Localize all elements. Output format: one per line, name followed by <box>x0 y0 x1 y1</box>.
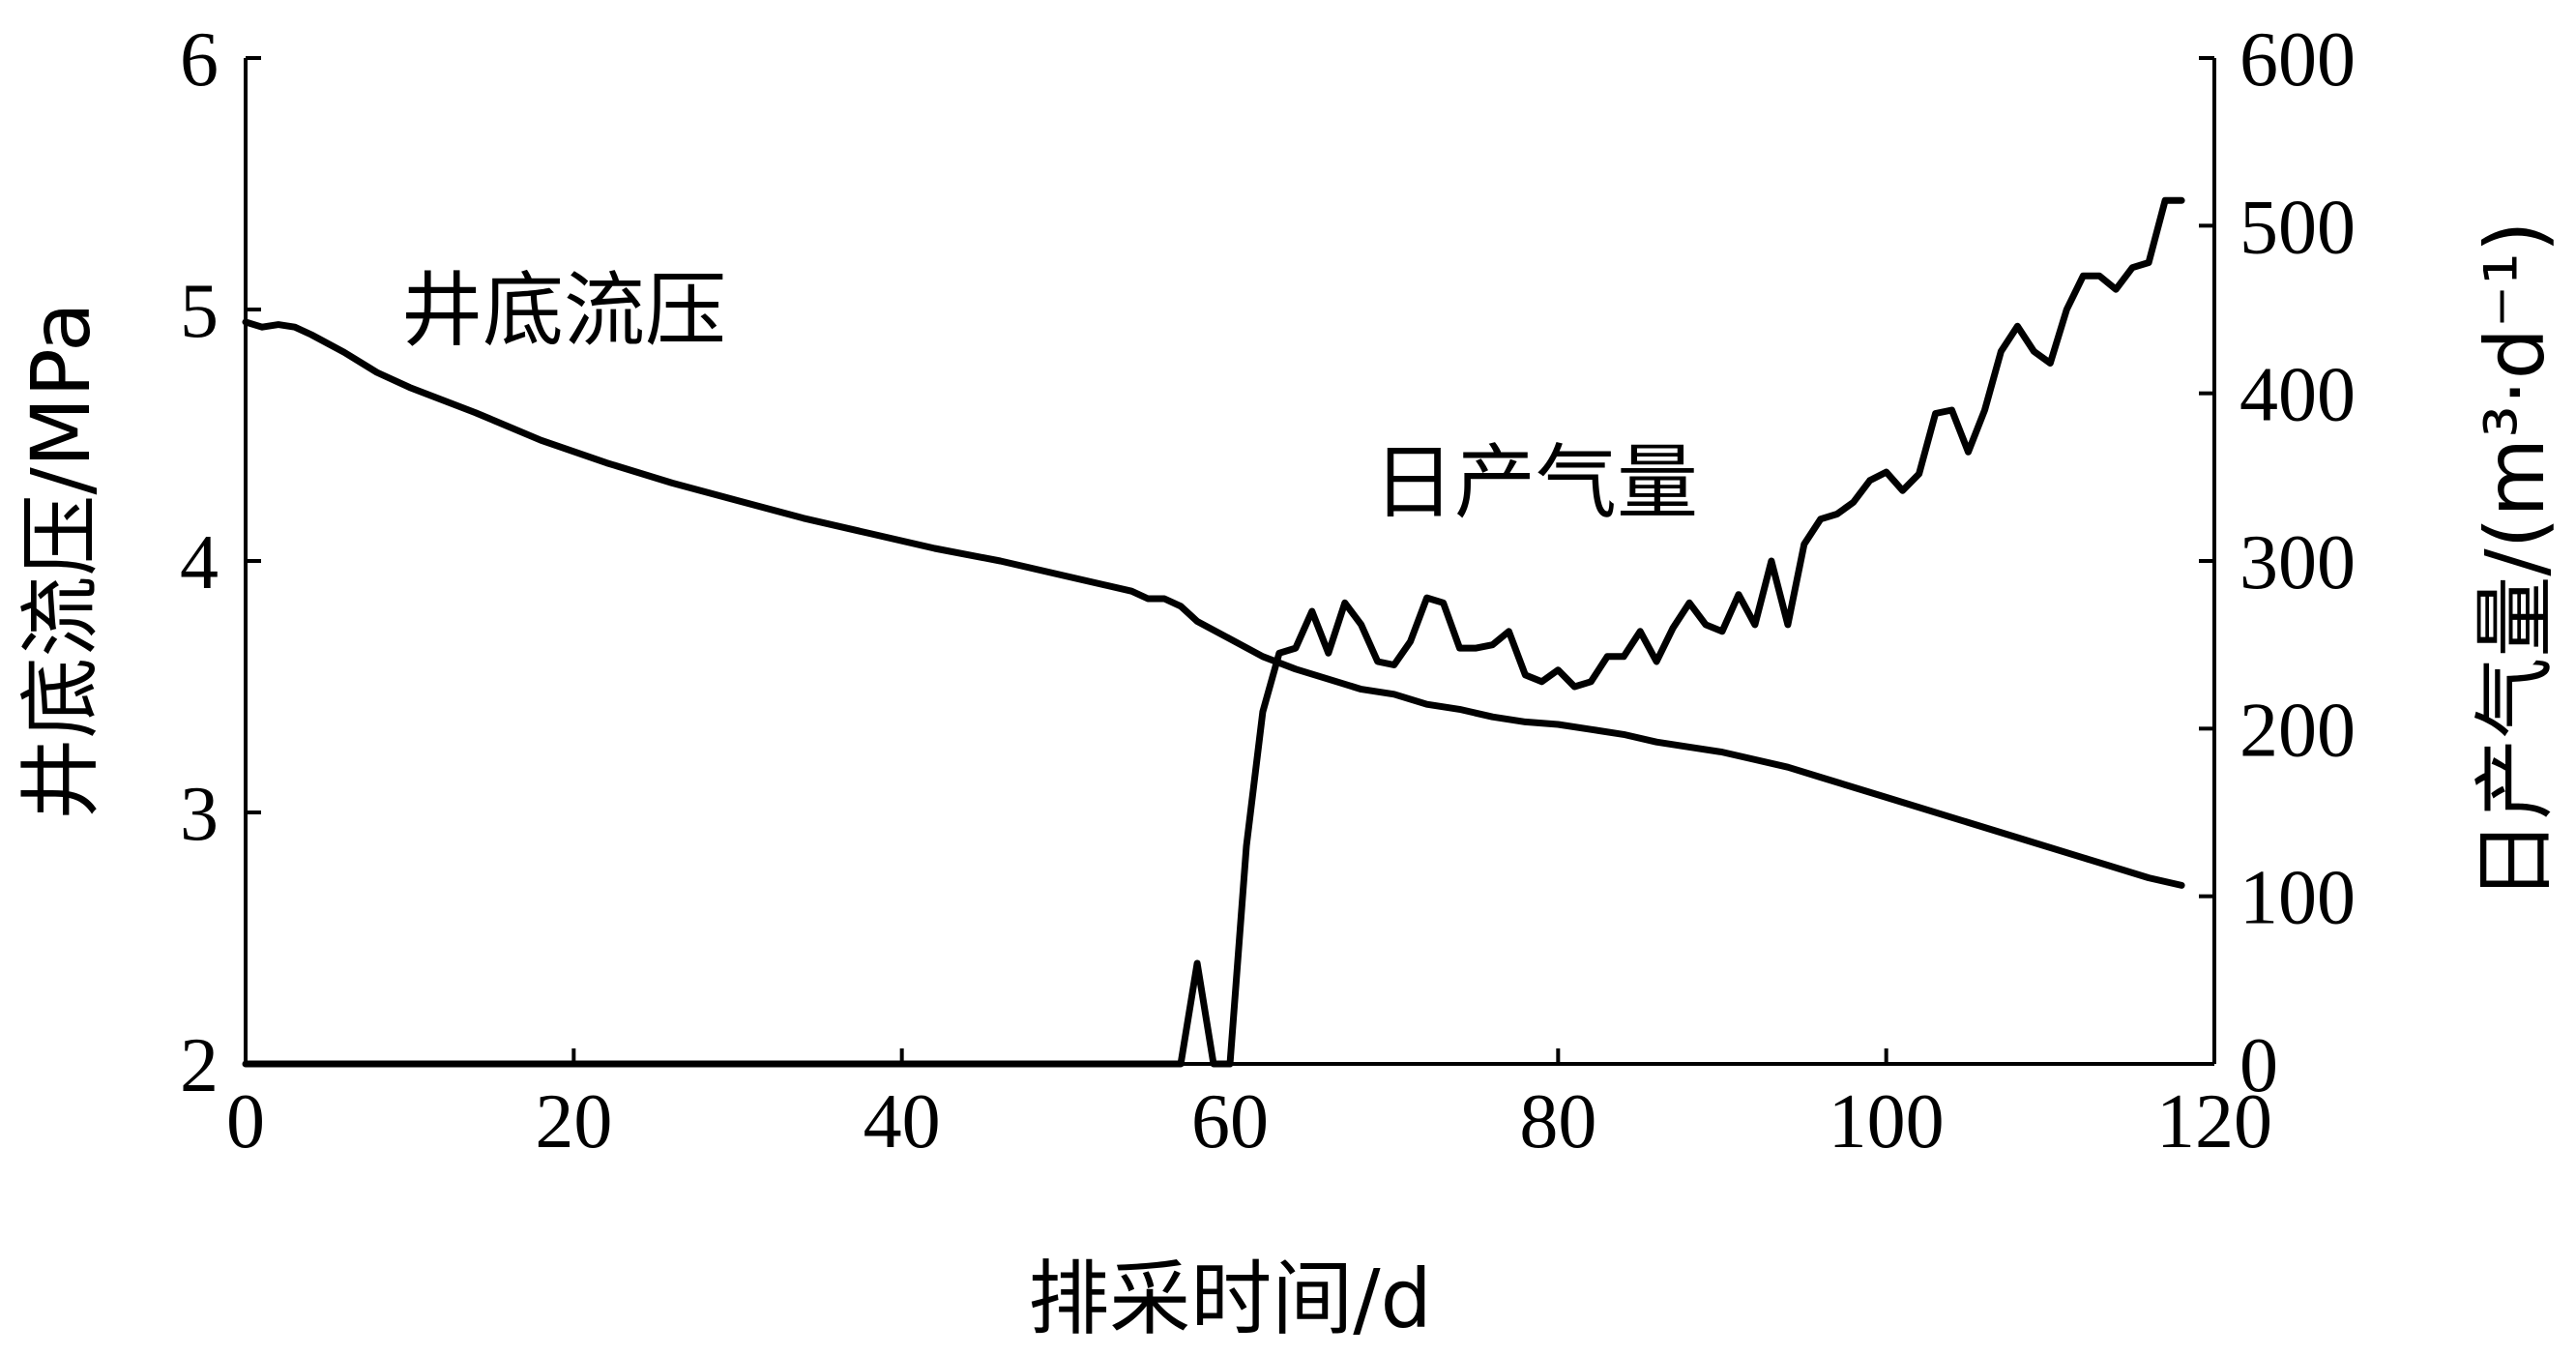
left-y-tick-label: 3 <box>180 772 219 857</box>
x-tick-label: 20 <box>535 1079 612 1164</box>
pressure-annotation: 井底流压 <box>401 263 726 358</box>
left-y-tick-label: 5 <box>180 269 219 354</box>
left-y-tick-label: 6 <box>180 17 219 103</box>
series-layer <box>242 196 2185 1068</box>
right-y-tick-label: 200 <box>2239 688 2356 773</box>
gas-series-line <box>242 196 2185 1068</box>
right-y-tick-label: 500 <box>2239 185 2356 270</box>
x-tick-label: 0 <box>226 1079 265 1164</box>
pressure-series-line <box>242 318 2185 889</box>
x-ticks: 0 20 40 60 80 100 120 <box>226 1048 2272 1164</box>
left-y-ticks: 2 3 4 5 6 <box>180 17 261 1108</box>
right-y-tick-label: 600 <box>2239 17 2356 103</box>
right-y-tick-label: 400 <box>2239 353 2356 438</box>
right-y-tick-label: 0 <box>2239 1023 2278 1108</box>
x-tick-label: 60 <box>1191 1079 1269 1164</box>
right-y-ticks: 0 100 200 300 400 500 600 <box>2199 17 2356 1108</box>
x-tick-label: 100 <box>1829 1079 1945 1164</box>
right-y-tick-label: 100 <box>2239 856 2356 941</box>
x-axis-label: 排采时间/d <box>1028 1252 1432 1346</box>
left-y-tick-label: 2 <box>180 1023 219 1108</box>
right-y-tick-label: 300 <box>2239 520 2356 605</box>
left-y-tick-label: 4 <box>180 520 219 605</box>
x-tick-label: 120 <box>2156 1079 2272 1164</box>
gas-annotation: 日产气量 <box>1373 435 1698 530</box>
plot-frame <box>244 58 2216 1066</box>
x-tick-label: 40 <box>864 1079 941 1164</box>
left-y-axis-label: 井底流压/MPa <box>14 302 108 819</box>
right-y-axis-label: 日产气量/(m³·d⁻¹) <box>2468 221 2562 900</box>
x-tick-label: 80 <box>1519 1079 1596 1164</box>
